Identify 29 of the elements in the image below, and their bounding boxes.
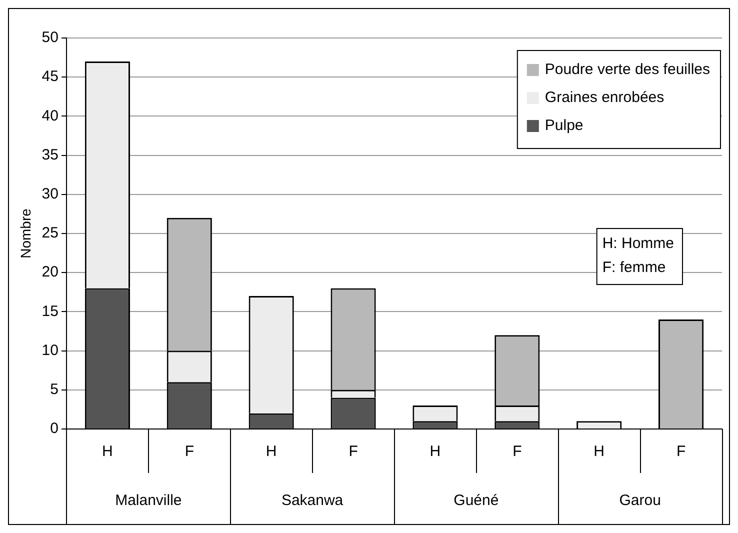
legend-label: Pulpe — [544, 117, 584, 134]
annotation: F: femme — [602, 259, 666, 276]
y-tick-label: 35 — [42, 146, 58, 164]
x-tick-label: H — [102, 443, 113, 460]
x-tick-label: F — [676, 443, 686, 460]
y-tick-label: 25 — [42, 224, 58, 242]
x-tick-label: F — [512, 443, 522, 460]
text: Sakanwa — [281, 492, 344, 510]
y-tick-label: 15 — [42, 302, 58, 320]
x-tick-label: H — [266, 443, 277, 460]
x-tick-label: H — [430, 443, 441, 460]
text: Garou — [619, 492, 661, 510]
y-tick-label: 45 — [42, 68, 58, 86]
y-axis-title: Nombre — [17, 208, 34, 258]
text: Guéné — [454, 492, 499, 510]
text: Malanville — [115, 492, 182, 510]
x-tick-label: F — [184, 443, 194, 460]
y-tick-label: 30 — [42, 186, 58, 203]
y-tick-label: 20 — [42, 264, 58, 281]
legend-label: Poudre verte des feuilles — [544, 61, 710, 78]
y-tick-label: 10 — [42, 342, 58, 359]
y-tick-label: 5 — [50, 381, 58, 398]
x-tick-label: F — [348, 443, 358, 460]
x-tick-label: H — [594, 443, 605, 460]
y-tick-label: 40 — [42, 107, 58, 124]
legend-label: Graines enrobées — [544, 89, 664, 106]
y-tick-label: 50 — [42, 29, 58, 46]
y-tick-label: 0 — [50, 420, 58, 438]
annotation: H: Homme — [602, 235, 674, 252]
